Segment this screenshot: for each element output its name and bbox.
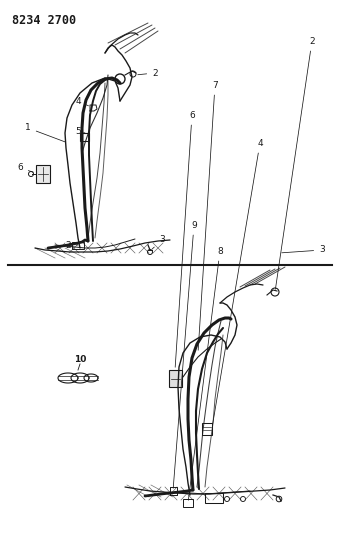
- Text: 7: 7: [198, 80, 218, 350]
- FancyBboxPatch shape: [169, 370, 182, 387]
- Text: 8234 2700: 8234 2700: [12, 14, 76, 27]
- Text: 3: 3: [282, 246, 325, 254]
- Text: 2: 2: [138, 69, 158, 77]
- Text: 2: 2: [65, 240, 78, 249]
- Text: 2: 2: [275, 36, 315, 289]
- Text: 6: 6: [175, 110, 195, 367]
- Text: 6: 6: [17, 164, 33, 173]
- Text: 3: 3: [152, 236, 165, 249]
- Text: 5: 5: [75, 126, 85, 135]
- Text: 10: 10: [74, 356, 86, 365]
- Text: 1: 1: [25, 124, 65, 142]
- Text: 4: 4: [75, 96, 88, 106]
- Text: 4: 4: [212, 139, 263, 425]
- Text: 9: 9: [173, 221, 197, 488]
- FancyBboxPatch shape: [36, 165, 50, 183]
- Text: 8: 8: [188, 246, 223, 500]
